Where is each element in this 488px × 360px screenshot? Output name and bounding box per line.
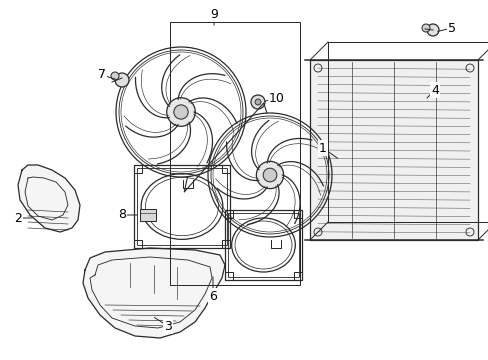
Bar bbox=[224, 272, 232, 280]
Bar bbox=[134, 165, 229, 248]
Text: 6: 6 bbox=[209, 289, 217, 302]
Text: 1: 1 bbox=[318, 141, 326, 154]
Polygon shape bbox=[83, 248, 224, 338]
Circle shape bbox=[254, 99, 261, 105]
Bar bbox=[134, 165, 142, 173]
Circle shape bbox=[174, 105, 188, 119]
Text: 7: 7 bbox=[98, 68, 106, 81]
Bar bbox=[134, 240, 142, 248]
Bar bbox=[224, 210, 232, 218]
Circle shape bbox=[426, 24, 438, 36]
Text: 10: 10 bbox=[268, 91, 285, 104]
Bar bbox=[140, 209, 156, 221]
Bar bbox=[170, 22, 299, 285]
Circle shape bbox=[250, 95, 264, 109]
Text: 5: 5 bbox=[447, 22, 455, 35]
Bar bbox=[293, 272, 302, 280]
Text: 8: 8 bbox=[118, 208, 126, 221]
Circle shape bbox=[256, 161, 283, 189]
Circle shape bbox=[115, 73, 129, 87]
Bar bbox=[137, 168, 226, 245]
Circle shape bbox=[111, 72, 119, 80]
Polygon shape bbox=[18, 165, 80, 232]
Text: 2: 2 bbox=[14, 211, 22, 225]
Bar bbox=[222, 165, 229, 173]
Text: 9: 9 bbox=[210, 8, 218, 21]
Circle shape bbox=[166, 98, 195, 126]
Text: 3: 3 bbox=[164, 320, 172, 333]
Circle shape bbox=[421, 24, 429, 32]
Bar bbox=[224, 210, 302, 280]
Text: 4: 4 bbox=[430, 84, 438, 96]
Bar bbox=[309, 60, 477, 240]
Bar bbox=[293, 210, 302, 218]
Bar bbox=[227, 213, 298, 277]
Circle shape bbox=[263, 168, 276, 182]
Bar bbox=[222, 240, 229, 248]
